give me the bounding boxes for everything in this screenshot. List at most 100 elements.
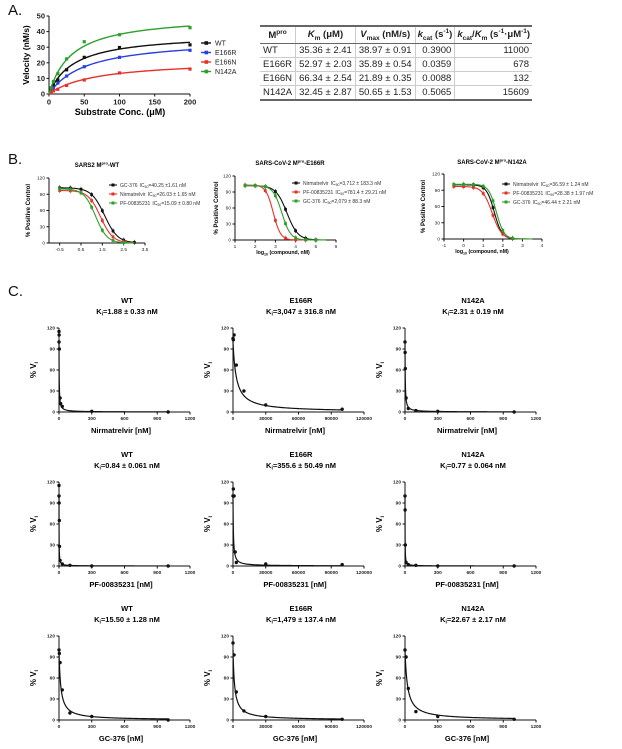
- legend-ic: IC: [533, 200, 538, 206]
- legend-label: GC-376 IC50=46.44 ± 2.21 nM: [513, 200, 580, 206]
- data-point: [403, 494, 407, 498]
- y-label-subscript: i: [208, 361, 214, 363]
- legend-label: E166N: [215, 60, 236, 67]
- legend-ic: IC: [541, 182, 546, 188]
- data-point: [452, 182, 456, 186]
- kinetics-table: Mpro Km (μM) Vmax (nM/s) kcat (s-1) kcat/Km …: [260, 25, 533, 101]
- x-tick-label: 0: [404, 570, 407, 576]
- data-point: [166, 410, 170, 414]
- header-text: ·μM: [504, 29, 522, 41]
- y-tick-label: 0: [226, 718, 229, 724]
- title-text: SARS-CoV-2 M: [457, 160, 499, 166]
- data-point: [56, 81, 60, 85]
- x-tick-label: 2.5: [120, 247, 127, 253]
- chart-title: SARS2 Mpro-WT: [75, 161, 120, 170]
- ki-symbol: K: [94, 615, 100, 624]
- x-tick-label: 600: [120, 416, 128, 422]
- data-point: [231, 338, 236, 342]
- x-tick-label: 150: [148, 98, 161, 107]
- data-point: [274, 219, 277, 222]
- fit-curve: [404, 650, 515, 720]
- data-point: [122, 241, 126, 244]
- y-tick-label: 60: [435, 204, 441, 210]
- legend-name: GC-376: [120, 183, 138, 189]
- y-label-subscript: i: [380, 361, 386, 363]
- ki-value: Ki=1,479 ± 137.4 nM: [266, 615, 336, 626]
- column-header: Vmax (nM/s): [354, 25, 416, 44]
- data-point: [264, 714, 268, 719]
- x-tick-label: 3: [521, 243, 524, 249]
- y-axis-label: % Vi: [375, 515, 386, 532]
- y-label-text: % V: [29, 517, 38, 532]
- data-point: [406, 562, 410, 567]
- legend-ic-value: =46.44 ± 2.21 nM: [541, 200, 580, 206]
- column-header: kcat/Km (s-1·μM-1): [454, 25, 533, 44]
- legend-ic-subscript: 50: [328, 201, 332, 205]
- fit-curve-wt: [48, 41, 191, 95]
- data-point: [511, 236, 514, 240]
- legend-marker: [204, 41, 209, 45]
- chart-title: E166R: [290, 450, 314, 459]
- dose-response-chart: -0.5 0.5 1.5 2.5 3.5 0 30 60 90 120 SARS2 Mpro-WT%…: [26, 161, 200, 253]
- table-cell: 66.34 ± 2.54: [295, 71, 356, 86]
- ki-symbol: K: [266, 307, 272, 316]
- ki-subscript: i: [271, 620, 273, 626]
- fit-curve: [404, 342, 515, 413]
- table-cell: 132: [454, 71, 533, 86]
- y-tick-label: 0: [52, 564, 55, 570]
- legend-ic-subscript: 50: [538, 202, 542, 206]
- panel-label-c: C.: [8, 283, 23, 300]
- title-superscript: pro: [500, 158, 507, 163]
- fit-curve: [404, 496, 515, 567]
- x-axis-label: log10 (compound, nM): [256, 250, 310, 257]
- header-text: /: [472, 29, 475, 41]
- ki-symbol: K: [266, 615, 272, 624]
- table-cell: WT: [260, 43, 296, 58]
- legend-name: PF-00835231: [120, 201, 151, 207]
- x-tick-label: 0: [404, 416, 407, 422]
- data-point: [58, 396, 62, 400]
- x-label-subscript: 10: [463, 252, 467, 256]
- header-text: k: [417, 29, 423, 41]
- ki-symbol: K: [440, 461, 446, 470]
- table-cell: N142A: [260, 85, 296, 101]
- data-point: [82, 40, 86, 44]
- y-label-subscript: i: [380, 515, 386, 517]
- legend-ic-value: =2,079 ± 88.3 nM: [331, 199, 370, 205]
- y-tick-label: 90: [224, 501, 230, 507]
- x-axis-label: PF-00835231 [nM]: [435, 580, 499, 589]
- x-tick-label: 1200: [185, 724, 196, 730]
- ki-subscript: i: [446, 466, 448, 472]
- chart-title: SARS-CoV-2 Mpro-N142A: [457, 158, 527, 167]
- title-text: -E166R: [304, 161, 325, 167]
- table-cell: 0.3900: [414, 43, 455, 58]
- legend-label: PF-00835231 IC50=28.38 ± 1.97 nM: [513, 191, 593, 197]
- header-text: max: [366, 34, 380, 42]
- y-tick-label: 120: [47, 634, 55, 640]
- x-tick-label: 0: [58, 570, 61, 576]
- y-tick-label: 0: [398, 718, 401, 724]
- y-tick-label: 90: [40, 192, 46, 198]
- table-row: E166R 52.97 ± 2.03 35.89 ± 0.54 0.0359 678: [260, 57, 533, 72]
- data-point: [51, 83, 56, 88]
- data-point: [234, 690, 238, 694]
- data-point: [65, 83, 69, 88]
- table-cell: 11000: [454, 43, 533, 58]
- y-tick-label: 90: [50, 347, 56, 353]
- x-label-text: (compound, nM): [268, 250, 310, 256]
- chart-title: N142A: [461, 296, 485, 305]
- y-tick-label: 120: [223, 174, 231, 180]
- y-axis-label: % Vi: [29, 361, 40, 378]
- ki-value: Ki=1.88 ± 0.33 nM: [96, 307, 158, 318]
- data-point: [406, 406, 410, 411]
- ki-symbol: K: [266, 461, 272, 470]
- y-tick-label: 30: [396, 389, 402, 395]
- ki-value: Ki=355.6 ± 50.49 nM: [266, 461, 336, 472]
- x-tick-label: 300: [88, 724, 96, 730]
- table-cell: 21.89 ± 0.35: [354, 71, 416, 86]
- legend-marker: [504, 191, 508, 195]
- data-point: [462, 182, 465, 186]
- y-label-subscript: i: [208, 515, 214, 517]
- data-point: [512, 564, 516, 568]
